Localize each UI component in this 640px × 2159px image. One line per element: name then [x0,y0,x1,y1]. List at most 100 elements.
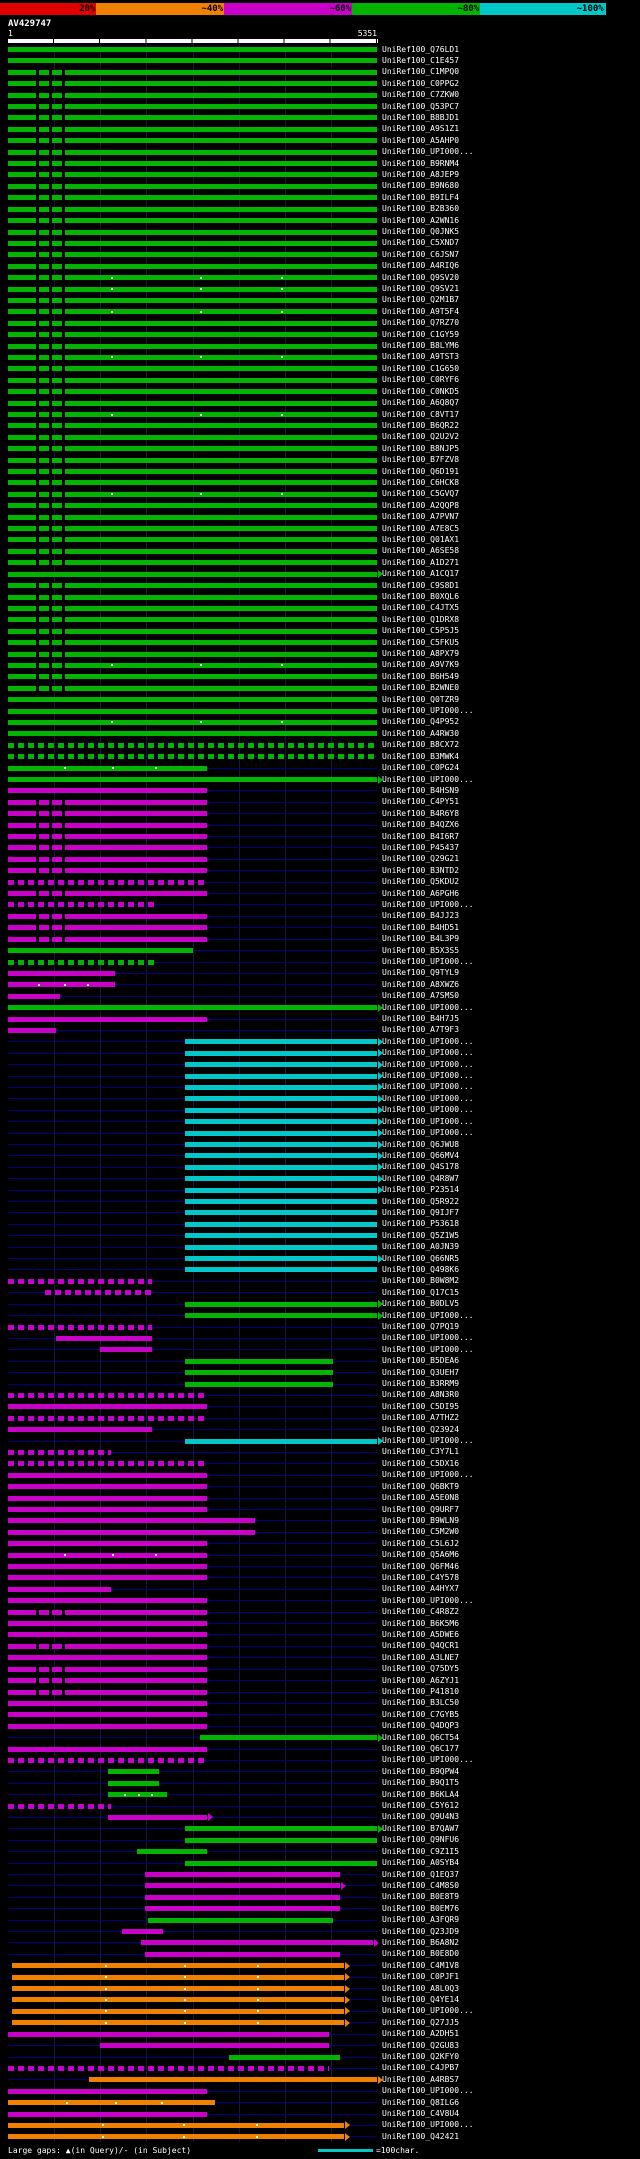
hit-label[interactable]: UniRef100_C0NKD5 [382,386,460,396]
alignment-bar[interactable] [185,1244,377,1250]
alignment-bar[interactable] [8,275,377,281]
alignment-bar[interactable] [8,1541,208,1547]
alignment-bar[interactable] [185,1860,377,1866]
alignment-bar[interactable] [8,708,377,714]
alignment-bar[interactable] [8,1712,208,1718]
alignment-bar[interactable] [8,377,377,383]
alignment-bar[interactable] [8,1449,112,1455]
alignment-bar[interactable] [185,1301,377,1307]
alignment-bar[interactable] [185,1381,333,1387]
alignment-bar[interactable] [8,206,377,212]
alignment-bar[interactable] [144,1894,341,1900]
alignment-bar[interactable] [8,172,377,178]
hit-label[interactable]: UniRef100_Q4DQP3 [382,1721,460,1731]
hit-label[interactable]: UniRef100_B6A8N2 [382,1937,460,1947]
alignment-bar[interactable] [185,1837,377,1843]
hit-label[interactable]: UniRef100_B8LYM6 [382,341,460,351]
hit-label[interactable]: UniRef100_A4RIQ6 [382,261,460,271]
hit-label[interactable]: UniRef100_A8XWZ6 [382,979,460,989]
hit-label[interactable]: UniRef100_Q9IJF7 [382,1207,460,1217]
alignment-bar[interactable] [8,503,377,509]
hit-label[interactable]: UniRef100_A6Q8Q7 [382,398,460,408]
hit-label[interactable]: UniRef100_Q66NR5 [382,1253,460,1263]
alignment-bar[interactable] [144,1951,341,1957]
alignment-bar[interactable] [8,970,115,976]
hit-label[interactable]: UniRef100_Q9SV21 [382,284,460,294]
hit-label[interactable]: UniRef100_Q3UEH7 [382,1367,460,1377]
alignment-bar[interactable] [144,1883,341,1889]
hit-label[interactable]: UniRef100_UPI000... [382,147,474,157]
alignment-bar[interactable] [8,81,377,87]
hit-label[interactable]: UniRef100_UPI000... [382,899,474,909]
alignment-bar[interactable] [8,1666,208,1672]
alignment-bar[interactable] [8,1529,256,1535]
alignment-bar[interactable] [8,583,377,589]
hit-label[interactable]: UniRef100_Q2U2V2 [382,432,460,442]
alignment-bar[interactable] [185,1210,377,1216]
alignment-bar[interactable] [11,1997,344,2003]
hit-label[interactable]: UniRef100_B8BJD1 [382,112,460,122]
alignment-bar[interactable] [8,788,208,794]
alignment-bar[interactable] [8,2134,344,2140]
alignment-bar[interactable] [140,1940,374,1946]
hit-label[interactable]: UniRef100_Q0JNK5 [382,227,460,236]
alignment-bar[interactable] [100,2043,330,2049]
hit-label[interactable]: UniRef100_Q7RZ70 [382,318,460,328]
alignment-bar[interactable] [8,845,208,851]
alignment-bar[interactable] [8,856,208,862]
hit-label[interactable]: UniRef100_B4L3P9 [382,934,460,944]
alignment-bar[interactable] [122,1929,163,1935]
hit-label[interactable]: UniRef100_Q9U4N3 [382,1812,460,1822]
alignment-bar[interactable] [8,617,377,623]
hit-label[interactable]: UniRef100_A6SE58 [382,546,460,556]
hit-label[interactable]: UniRef100_Q23924 [382,1424,460,1434]
alignment-bar[interactable] [8,115,377,121]
hit-label[interactable]: UniRef100_B4HSN9 [382,785,460,795]
hit-label[interactable]: UniRef100_A9S1Z1 [382,124,460,134]
alignment-bar[interactable] [8,423,377,429]
alignment-bar[interactable] [185,1358,333,1364]
hit-label[interactable]: UniRef100_Q29G21 [382,854,460,864]
hit-label[interactable]: UniRef100_C4M1V8 [382,1960,460,1970]
hit-label[interactable]: UniRef100_A1CQ17 [382,569,460,579]
alignment-bar[interactable] [8,263,377,269]
alignment-bar[interactable] [185,1199,377,1205]
hit-label[interactable]: UniRef100_UPI000... [382,1310,474,1320]
hit-label[interactable]: UniRef100_UPI000... [382,1470,474,1480]
alignment-bar[interactable] [8,1621,208,1627]
hit-label[interactable]: UniRef100_B5DEA6 [382,1356,460,1366]
hit-label[interactable]: UniRef100_B0XQL6 [382,592,460,601]
alignment-bar[interactable] [8,537,377,543]
hit-label[interactable]: UniRef100_C5Y612 [382,1801,460,1811]
alignment-bar[interactable] [8,640,377,646]
alignment-bar[interactable] [8,138,377,144]
hit-label[interactable]: UniRef100_Q4YE14 [382,1994,460,2004]
alignment-bar[interactable] [107,1769,160,1775]
alignment-bar[interactable] [100,1347,152,1353]
alignment-bar[interactable] [185,1370,333,1376]
alignment-bar[interactable] [185,1142,377,1147]
alignment-bar[interactable] [185,1233,377,1239]
alignment-bar[interactable] [8,2065,330,2071]
hit-label[interactable]: UniRef100_A9V7K9 [382,660,460,670]
alignment-bar[interactable] [8,526,377,532]
alignment-bar[interactable] [8,1278,152,1284]
hit-label[interactable]: UniRef100_C1GY59 [382,329,460,339]
alignment-bar[interactable] [144,1906,341,1912]
alignment-bar[interactable] [8,1005,377,1011]
hit-label[interactable]: UniRef100_B9Q1T5 [382,1778,460,1788]
hit-label[interactable]: UniRef100_A0SYB4 [382,1858,460,1868]
hit-label[interactable]: UniRef100_A8N3R0 [382,1390,460,1400]
hit-label[interactable]: UniRef100_Q53PC7 [382,101,460,111]
hit-label[interactable]: UniRef100_UPI000... [382,2086,474,2096]
hit-label[interactable]: UniRef100_UPI000... [382,1755,474,1765]
alignment-bar[interactable] [8,161,377,167]
hit-label[interactable]: UniRef100_A0JN39 [382,1242,460,1252]
hit-label[interactable]: UniRef100_UPI000... [382,1082,474,1092]
hit-label[interactable]: UniRef100_C6JSN7 [382,249,460,259]
alignment-bar[interactable] [8,457,377,463]
hit-label[interactable]: UniRef100_UPI000... [382,1002,474,1012]
alignment-bar[interactable] [8,126,377,132]
alignment-bar[interactable] [8,229,377,235]
alignment-bar[interactable] [185,1107,377,1113]
